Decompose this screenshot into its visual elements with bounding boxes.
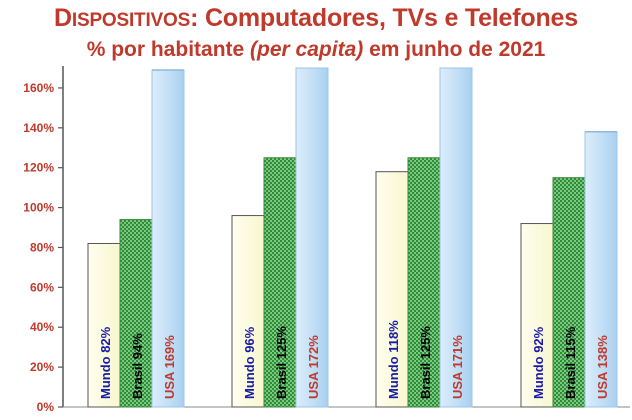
subtitle-italic: (per capita) xyxy=(250,38,364,61)
y-tick-label: 20% xyxy=(30,360,54,374)
bar-label-usa: USA 138% xyxy=(595,335,610,399)
bar-brasil xyxy=(263,157,297,408)
bars xyxy=(87,67,618,408)
title-initial: D xyxy=(54,4,72,32)
y-tick-label: 40% xyxy=(30,320,54,334)
chart-subtitle: % por habitante (per capita) em junho de… xyxy=(0,38,632,62)
bar-brasil xyxy=(552,177,586,408)
bar-label-brasil: Brasil 125% xyxy=(274,326,289,399)
bar-label-mundo: Mundo 92% xyxy=(531,326,546,399)
bar-usa xyxy=(295,67,329,408)
bar-usa xyxy=(584,131,618,408)
bar-label-mundo: Mundo 82% xyxy=(98,326,113,399)
bar-mundo xyxy=(231,215,265,408)
subtitle-after: em junho de 2021 xyxy=(363,38,546,61)
title-smallcaps: ISPOSITIVOS xyxy=(71,10,191,31)
y-tick-label: 160% xyxy=(23,81,54,95)
y-tick-label: 60% xyxy=(30,280,54,294)
bar-usa xyxy=(151,69,185,408)
bar-label-mundo: Mundo 118% xyxy=(386,320,401,399)
bar-labels: Mundo 82% Brasil 94% USA 169% Mundo 96% Bras… xyxy=(98,320,610,399)
y-tick-label: 100% xyxy=(23,201,54,215)
bar-usa xyxy=(439,67,473,408)
bar-brasil xyxy=(407,157,441,408)
y-tick-label: 80% xyxy=(30,240,54,254)
bar-label-brasil: Brasil 115% xyxy=(563,326,578,399)
bar-label-usa: USA 171% xyxy=(450,335,465,399)
bar-mundo xyxy=(375,171,409,408)
bar-label-usa: USA 172% xyxy=(306,335,321,399)
bar-mundo xyxy=(520,223,554,408)
y-tick-label: 0% xyxy=(37,400,55,414)
bar-label-usa: USA 169% xyxy=(162,335,177,399)
title-rest: : Computadores, TVs e Telefones xyxy=(190,4,578,32)
bar-label-mundo: Mundo 96% xyxy=(242,326,257,399)
bar-label-brasil: Brasil 125% xyxy=(418,326,433,399)
chart-title: DISPOSITIVOS: Computadores, TVs e Telefo… xyxy=(0,4,632,33)
bar-label-brasil: Brasil 94% xyxy=(130,333,145,399)
subtitle-before: % por habitante xyxy=(86,38,251,61)
bar-brasil xyxy=(119,219,153,408)
y-tick-label: 120% xyxy=(23,161,54,175)
y-tick-label: 140% xyxy=(23,121,54,135)
